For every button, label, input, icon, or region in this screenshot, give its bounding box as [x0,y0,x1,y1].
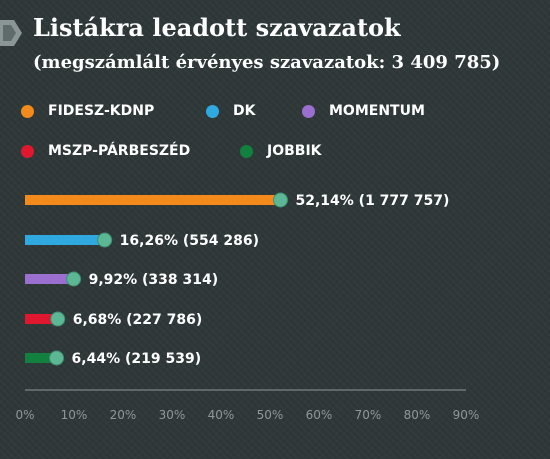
legend-item-jobbik: JOBBIK [240,141,322,161]
chart-subtitle: (megszámlált érvényes szavazatok: 3 409 … [33,52,501,73]
bar-end-marker [50,311,66,327]
legend-label: MSZP-PÁRBESZÉD [48,143,191,159]
legend-item-fidesz-kdnp: FIDESZ-KDNP [21,101,154,121]
x-tick-label: 30% [159,408,186,422]
legend-swatch [206,104,219,118]
legend-label: FIDESZ-KDNP [48,103,155,119]
legend-item-momentum: MOMENTUM [302,101,425,121]
bar [25,274,74,284]
data-label: 6,68% (227 786) [73,312,203,328]
legend-swatch [302,104,315,118]
bar-end-marker [272,192,288,208]
x-tick-label: 0% [15,408,34,422]
x-tick-label: 90% [453,408,480,422]
chart-title: Listákra leadott szavazatok [33,13,401,42]
bar [25,195,281,205]
bar [25,314,58,324]
x-tick-label: 10% [61,408,88,422]
legend-item-dk: DK [206,101,255,121]
legend-swatch [240,144,253,158]
legend-label: JOBBIK [267,143,322,159]
data-label: 9,92% (338 314) [89,272,219,288]
legend-label: MOMENTUM [329,103,425,119]
x-tick-label: 60% [306,408,333,422]
x-tick-label: 40% [208,408,235,422]
bar-end-marker [66,271,82,287]
legend-swatch [21,104,34,118]
bar [25,353,57,363]
bar [25,235,105,245]
bar-end-marker [49,350,65,366]
corner-ribbon-icon [0,20,22,46]
bar-end-marker [97,232,113,248]
legend-item-mszp-parbeszed: MSZP-PÁRBESZÉD [21,141,190,161]
legend-swatch [21,144,34,158]
data-label: 52,14% (1 777 757) [295,193,449,209]
legend-label: DK [233,103,256,119]
x-tick-label: 50% [257,408,284,422]
x-tick-label: 80% [404,408,431,422]
data-label: 16,26% (554 286) [120,233,259,249]
x-tick-label: 20% [110,408,137,422]
x-tick-label: 70% [355,408,382,422]
data-label: 6,44% (219 539) [72,351,202,367]
